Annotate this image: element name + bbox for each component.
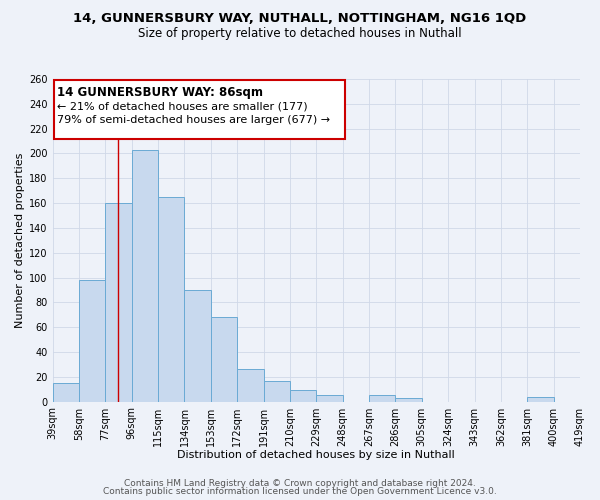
Bar	[263, 380, 290, 402]
Bar	[53, 383, 79, 402]
Bar	[237, 370, 263, 402]
FancyBboxPatch shape	[54, 80, 346, 138]
Bar	[106, 203, 132, 402]
X-axis label: Distribution of detached houses by size in Nuthall: Distribution of detached houses by size …	[178, 450, 455, 460]
Text: 14, GUNNERSBURY WAY, NUTHALL, NOTTINGHAM, NG16 1QD: 14, GUNNERSBURY WAY, NUTHALL, NOTTINGHAM…	[73, 12, 527, 26]
Text: 14 GUNNERSBURY WAY: 86sqm: 14 GUNNERSBURY WAY: 86sqm	[57, 86, 263, 100]
Bar	[369, 396, 395, 402]
Text: Contains public sector information licensed under the Open Government Licence v3: Contains public sector information licen…	[103, 487, 497, 496]
Bar	[316, 396, 343, 402]
Bar	[79, 280, 106, 402]
Bar	[290, 390, 316, 402]
Bar	[211, 317, 237, 402]
Bar	[184, 290, 211, 402]
Bar	[132, 150, 158, 402]
Bar	[158, 197, 184, 402]
Bar	[527, 396, 554, 402]
Text: Size of property relative to detached houses in Nuthall: Size of property relative to detached ho…	[138, 28, 462, 40]
Text: Contains HM Land Registry data © Crown copyright and database right 2024.: Contains HM Land Registry data © Crown c…	[124, 478, 476, 488]
Text: ← 21% of detached houses are smaller (177)
79% of semi-detached houses are large: ← 21% of detached houses are smaller (17…	[57, 102, 330, 126]
Y-axis label: Number of detached properties: Number of detached properties	[15, 152, 25, 328]
Bar	[395, 398, 422, 402]
